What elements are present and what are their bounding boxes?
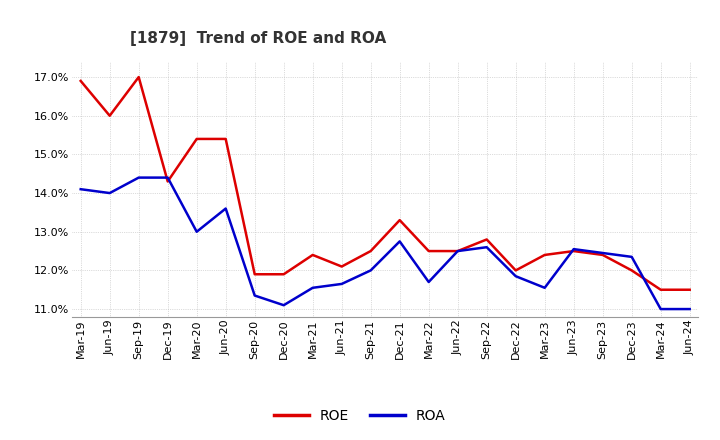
Legend: ROE, ROA: ROE, ROA	[269, 403, 451, 429]
Text: [1879]  Trend of ROE and ROA: [1879] Trend of ROE and ROA	[130, 31, 386, 46]
